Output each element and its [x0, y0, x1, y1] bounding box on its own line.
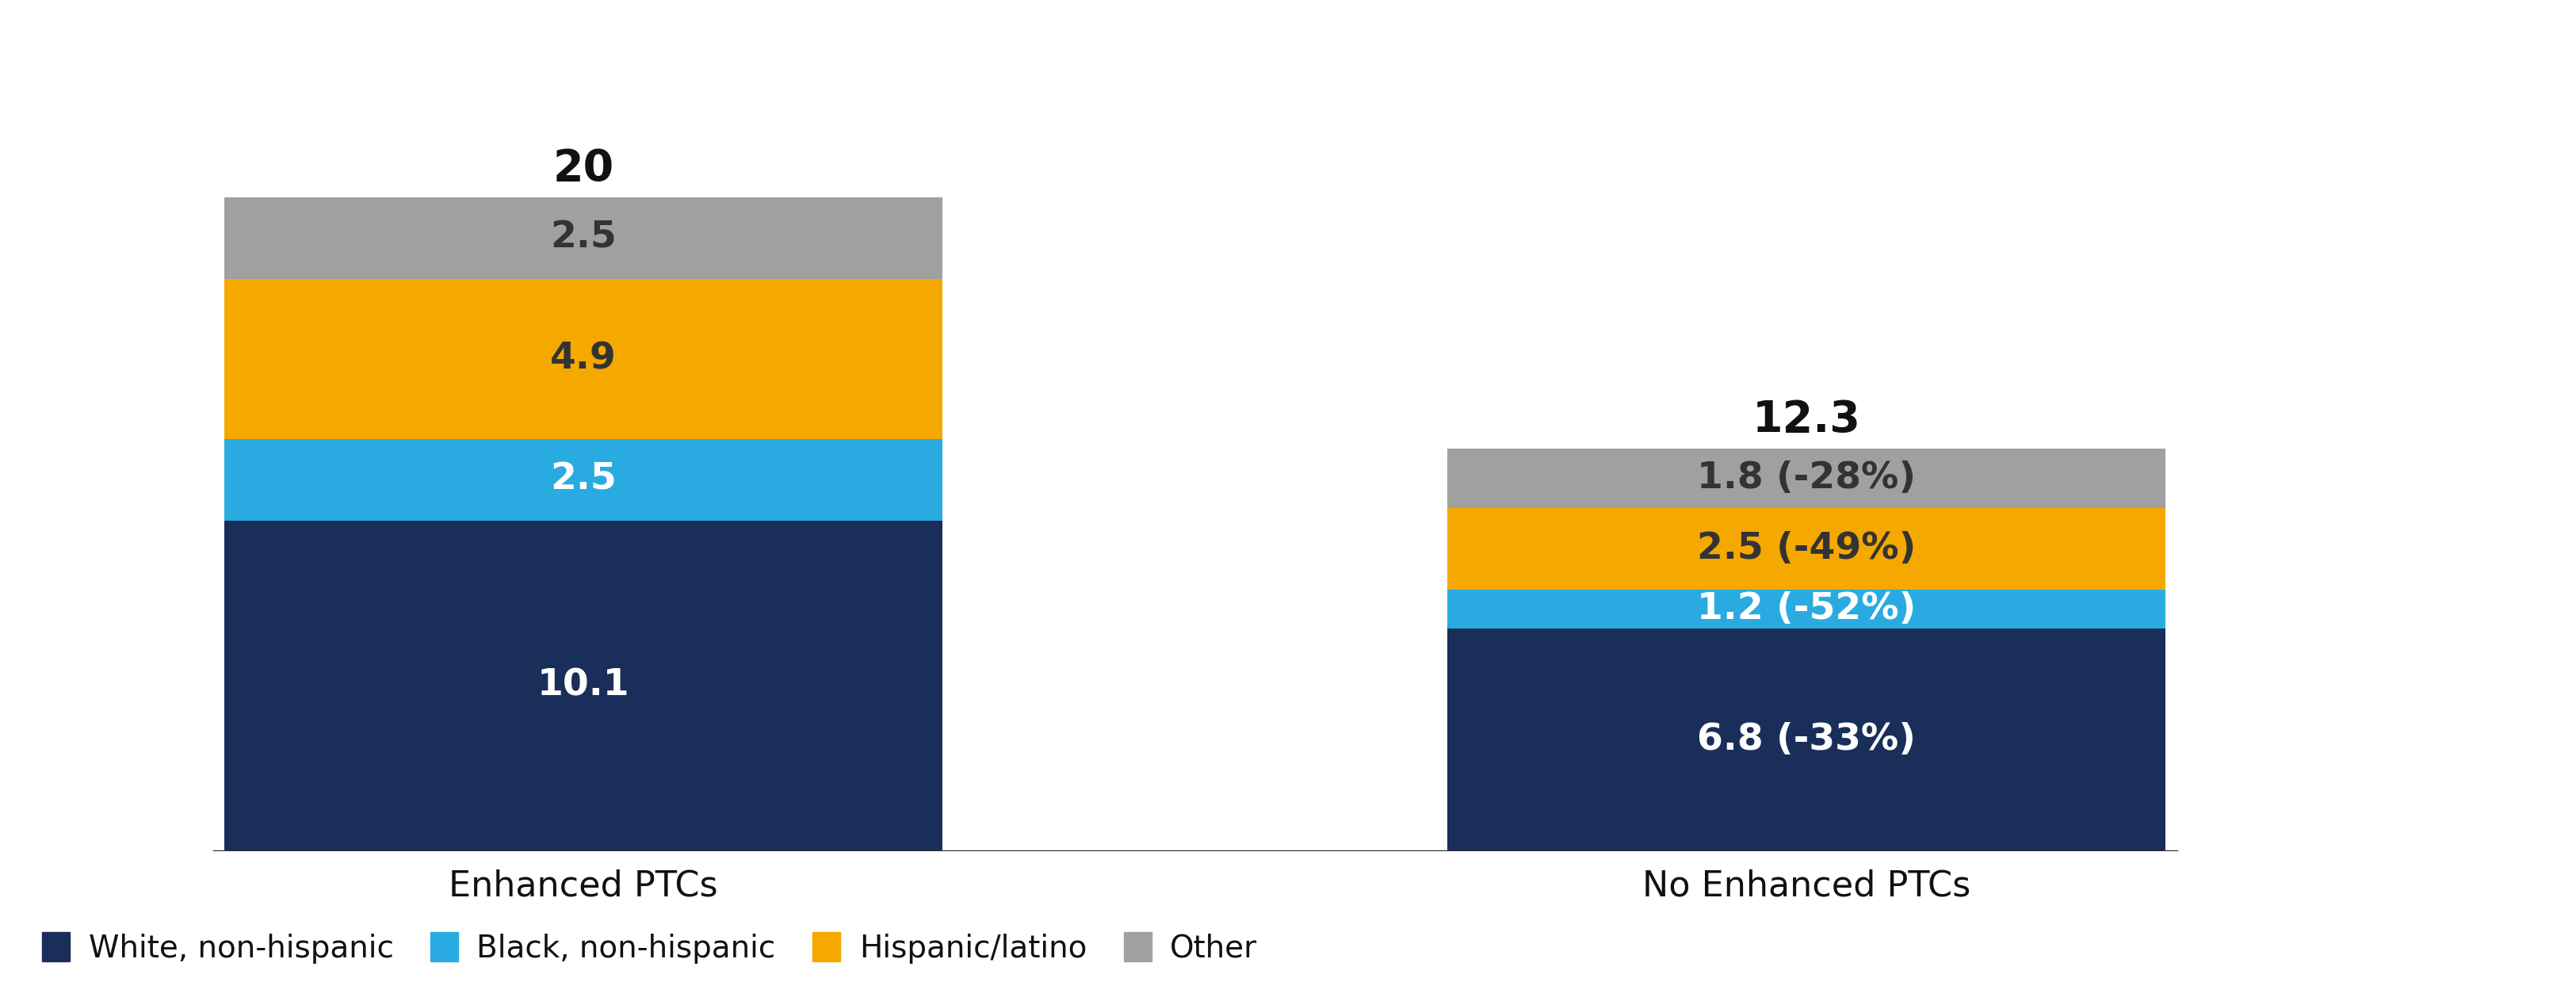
Text: 1.8 (-28%): 1.8 (-28%): [1698, 460, 1917, 496]
Text: 12.3: 12.3: [1752, 398, 1860, 441]
Text: 2.5: 2.5: [551, 220, 616, 256]
Text: 1.2 (-52%): 1.2 (-52%): [1698, 592, 1917, 627]
Text: 10.1: 10.1: [538, 668, 629, 704]
Legend: White, non-hispanic, Black, non-hispanic, Hispanic/latino, Other: White, non-hispanic, Black, non-hispanic…: [41, 932, 1257, 964]
Text: Enhanced PTCs: Enhanced PTCs: [448, 869, 719, 903]
Text: 6.8 (-33%): 6.8 (-33%): [1698, 722, 1917, 758]
Text: 4.9: 4.9: [551, 341, 616, 376]
Bar: [1448, 629, 2166, 851]
Bar: [224, 521, 943, 851]
Text: 20: 20: [554, 147, 613, 190]
Bar: [224, 197, 943, 279]
Text: 2.5 (-49%): 2.5 (-49%): [1698, 531, 1917, 567]
Bar: [224, 439, 943, 521]
Text: 2.5: 2.5: [551, 462, 616, 497]
Text: No Enhanced PTCs: No Enhanced PTCs: [1643, 869, 1971, 903]
Bar: [1448, 508, 2166, 590]
Bar: [1448, 448, 2166, 508]
Bar: [224, 279, 943, 439]
Bar: [1448, 590, 2166, 629]
